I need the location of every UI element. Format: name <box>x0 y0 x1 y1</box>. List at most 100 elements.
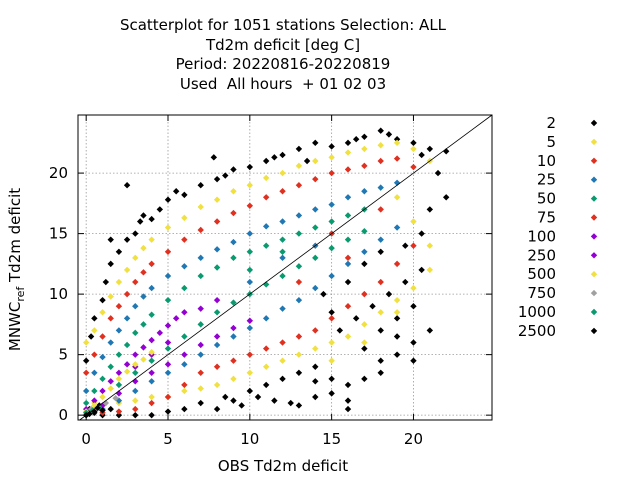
scatter-point <box>410 145 417 153</box>
scatter-point <box>279 272 286 280</box>
scatter-point <box>164 361 172 368</box>
scatter-point <box>246 278 254 286</box>
legend-label: 250 <box>527 246 556 264</box>
scatter-point <box>164 408 172 415</box>
scatter-point <box>107 385 114 392</box>
legend-marker <box>590 233 598 240</box>
scatter-point <box>328 143 335 150</box>
scatter-point <box>385 131 393 138</box>
scatter-point <box>123 341 131 349</box>
scatter-point <box>410 218 417 225</box>
scatter-point <box>82 339 90 346</box>
scatter-point <box>246 181 254 189</box>
scatter-point <box>107 236 114 243</box>
scatter-point <box>82 387 90 395</box>
scatter-point <box>271 397 278 404</box>
scatter-point <box>82 369 90 376</box>
scatter-point <box>115 351 123 358</box>
scatter-point <box>410 139 417 147</box>
scatter-point <box>426 206 434 213</box>
scatter-point <box>148 336 155 344</box>
scatter-point <box>295 351 303 358</box>
scatter-point <box>181 351 188 358</box>
scatter-point <box>262 194 270 201</box>
scatter-point <box>132 303 139 310</box>
scatter-point <box>434 169 442 177</box>
scatter-point <box>295 296 303 304</box>
scatter-point <box>222 393 229 401</box>
scatter-point <box>377 248 384 255</box>
scatter-point <box>279 151 286 159</box>
scatter-point <box>312 254 319 262</box>
scatter-point <box>140 321 147 328</box>
scatter-point <box>361 260 368 268</box>
scatter-point <box>148 260 155 268</box>
scatter-point <box>197 272 204 280</box>
legend-marker <box>590 138 598 146</box>
scatter-point <box>377 369 384 376</box>
scatter-point <box>328 315 335 322</box>
scatter-point <box>230 333 237 340</box>
legend-marker <box>590 195 598 202</box>
scatter-point <box>246 163 254 171</box>
scatter-point <box>91 315 98 322</box>
scatter-point <box>295 333 303 340</box>
scatter-point <box>246 387 254 395</box>
scatter-point <box>393 333 401 340</box>
scatter-point <box>410 242 417 249</box>
scatter-point <box>148 349 155 356</box>
scatter-point <box>99 353 106 361</box>
scatter-point <box>140 212 147 219</box>
scatter-point <box>320 290 327 298</box>
scatter-point <box>295 181 303 189</box>
plot-frame <box>77 114 493 421</box>
scatter-point <box>213 196 221 203</box>
legend-label: 5 <box>546 133 556 151</box>
scatter-point <box>312 327 319 334</box>
scatter-point <box>361 227 368 235</box>
scatter-point <box>262 363 270 370</box>
scatter-point <box>181 236 188 243</box>
scatter-point <box>312 206 319 213</box>
scatter-point <box>279 169 286 177</box>
scatter-point <box>181 387 188 395</box>
scatter-point <box>107 260 114 268</box>
scatter-point <box>402 278 409 286</box>
scatter-point <box>164 196 172 203</box>
scatter-point <box>312 224 319 231</box>
scatter-point <box>393 315 401 322</box>
scatter-point <box>230 397 237 404</box>
scatter-point <box>279 357 286 364</box>
scatter-point <box>287 399 294 407</box>
scatter-point <box>181 333 188 340</box>
scatter-point <box>181 263 188 270</box>
chart-period: Period: 20220816-20220819 <box>175 55 391 73</box>
scatter-point <box>344 212 352 219</box>
scatter-point <box>148 393 155 401</box>
scatter-point <box>123 290 131 298</box>
scatter-point <box>344 303 352 310</box>
scatter-point <box>99 296 106 304</box>
scatter-point <box>344 397 352 404</box>
scatter-point <box>91 351 98 358</box>
scatter-point <box>197 369 204 376</box>
scatter-point <box>352 136 360 143</box>
scatter-point <box>344 405 352 413</box>
legend-label: 50 <box>537 190 556 208</box>
scatter-point <box>410 284 417 292</box>
scatter-point <box>181 361 188 368</box>
scatter-point <box>140 244 147 252</box>
scatter-point <box>87 333 95 340</box>
scatter-point <box>246 248 254 255</box>
scatter-point <box>377 127 384 134</box>
scatter-point <box>344 139 352 147</box>
scatter-point <box>279 218 286 225</box>
scatter-point <box>262 174 270 182</box>
scatter-point <box>148 311 155 318</box>
scatter-point <box>181 284 188 292</box>
scatter-point <box>402 242 409 249</box>
scatter-point <box>181 405 188 413</box>
scatter-point <box>418 230 425 237</box>
scatter-point <box>148 236 155 243</box>
